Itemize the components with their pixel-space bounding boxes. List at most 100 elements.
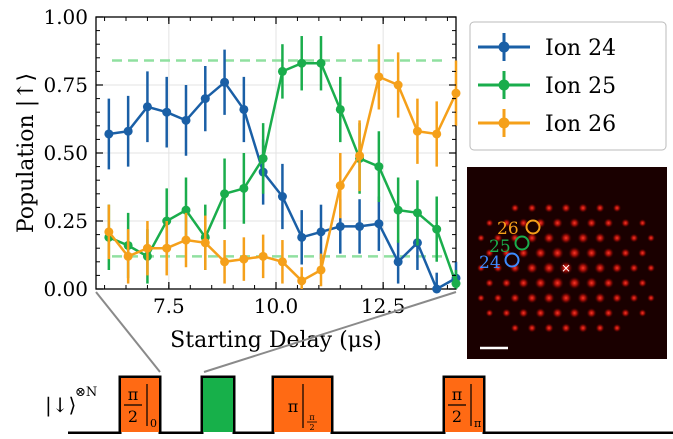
pulse-sequence: |↓⟩ ⊗N π 2 0 π π 2 π 2 π xyxy=(45,375,673,435)
data-point xyxy=(432,284,442,294)
pulse1-den: 2 xyxy=(128,407,138,426)
data-point xyxy=(104,227,114,237)
ion-dot xyxy=(527,203,537,213)
ion-dot xyxy=(510,203,520,213)
ion-dot xyxy=(603,308,614,318)
y-tick-label: 0.50 xyxy=(43,141,88,165)
pulse3-sub-den: 2 xyxy=(309,423,314,432)
ion-dot xyxy=(594,262,606,274)
ion-dot xyxy=(585,277,598,289)
ion-dot xyxy=(542,261,556,275)
data-point xyxy=(355,221,365,231)
ion-dot xyxy=(629,233,639,243)
data-point xyxy=(162,243,172,253)
ion-dot xyxy=(578,203,588,213)
legend-marker xyxy=(498,41,510,53)
ion-dot xyxy=(620,248,631,258)
ion-dot xyxy=(603,277,614,289)
ion-dot xyxy=(526,262,538,274)
ion-dot xyxy=(501,278,512,288)
ion-dot xyxy=(526,232,538,244)
legend-label: Ion 24 xyxy=(545,36,616,61)
ion-dot xyxy=(568,276,581,290)
data-point xyxy=(277,192,287,202)
ion-dot xyxy=(485,219,494,227)
ion-dot xyxy=(493,263,503,273)
data-point xyxy=(355,151,365,161)
ion-dot xyxy=(586,217,597,229)
ion-dot xyxy=(534,277,547,289)
ion-dot xyxy=(629,263,639,273)
ion-dot xyxy=(603,218,614,228)
ion-dot xyxy=(534,247,547,259)
ion-dot xyxy=(638,248,647,258)
ion-dots xyxy=(476,203,656,333)
data-point xyxy=(142,102,152,112)
data-point xyxy=(451,88,461,98)
ion-dot xyxy=(594,232,606,244)
ion-dot xyxy=(561,203,571,213)
ion-dot xyxy=(493,293,503,303)
data-point xyxy=(142,243,152,253)
ion-dot xyxy=(527,323,537,333)
ion-dot xyxy=(586,307,597,319)
ion-dot xyxy=(638,219,647,227)
ion-dot xyxy=(560,292,572,304)
data-point xyxy=(432,129,442,139)
ion-dot xyxy=(585,247,598,259)
legend-box xyxy=(469,21,667,151)
data-point xyxy=(393,205,403,215)
data-point xyxy=(123,251,133,261)
ion-dot xyxy=(552,307,563,319)
ion-dot xyxy=(569,307,580,319)
data-point xyxy=(220,189,230,199)
ion-dot xyxy=(551,276,564,290)
ion-dot xyxy=(485,309,494,317)
ion-circle-25 xyxy=(514,235,530,251)
ion-dot xyxy=(647,294,655,302)
data-point xyxy=(123,126,133,136)
data-point xyxy=(297,276,307,286)
population-chart: 0.000.250.500.751.007.5 10.0 12.5 Starting… xyxy=(14,5,461,353)
data-point xyxy=(316,58,326,68)
ion-dot xyxy=(646,263,656,273)
data-point xyxy=(316,227,326,237)
ion-dot xyxy=(543,232,555,244)
data-point xyxy=(258,251,268,261)
ion-dot xyxy=(595,323,605,333)
ion-dot xyxy=(502,218,511,228)
ion-dot xyxy=(502,308,511,318)
ion-dot xyxy=(612,233,622,243)
ion-dot xyxy=(629,293,639,303)
ion-dot xyxy=(621,308,630,318)
data-point xyxy=(393,257,403,267)
ion-dot xyxy=(518,308,529,318)
data-point xyxy=(239,254,249,264)
data-point xyxy=(239,104,249,114)
data-point xyxy=(220,257,230,267)
ion-dot xyxy=(612,323,622,333)
legend-label: Ion 26 xyxy=(545,112,616,137)
ion-dot xyxy=(485,278,494,288)
x-tick-label: 7.5 xyxy=(153,294,185,318)
data-point xyxy=(297,58,307,68)
ion-dot xyxy=(576,261,590,275)
data-point xyxy=(374,72,384,82)
ion-dot xyxy=(594,292,606,304)
data-point xyxy=(200,94,210,104)
pulse4-num: π xyxy=(452,385,463,404)
ion-circle-24 xyxy=(504,252,520,268)
ion-center-marker: × xyxy=(561,261,571,275)
series-layer xyxy=(104,36,461,294)
ion-dot xyxy=(638,278,647,288)
pulse4-sub: π xyxy=(474,417,481,430)
ion-dot xyxy=(611,262,623,274)
ion-dot xyxy=(510,323,520,333)
ion-dot xyxy=(560,232,572,244)
pulse1-sub: 0 xyxy=(150,417,157,430)
ion-dot xyxy=(510,233,520,243)
data-point xyxy=(316,265,326,275)
ion-dot xyxy=(477,234,485,242)
state-power: ⊗N xyxy=(75,385,97,400)
data-point xyxy=(432,224,442,234)
